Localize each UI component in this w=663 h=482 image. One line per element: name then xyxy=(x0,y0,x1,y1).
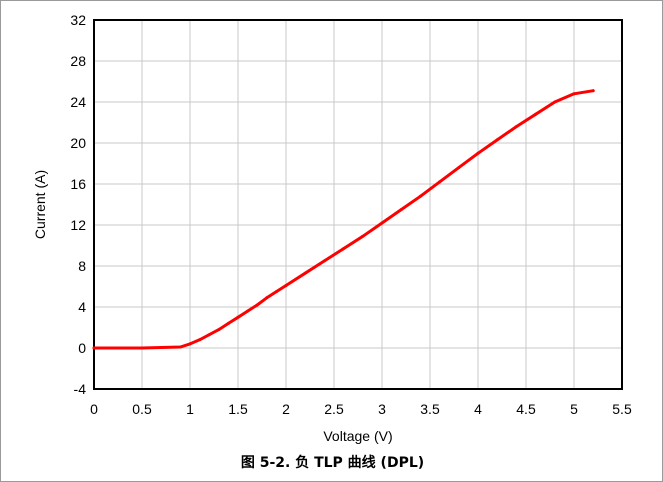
data-point xyxy=(274,290,278,294)
x-tick-label: 4.5 xyxy=(516,401,536,417)
data-point xyxy=(342,247,346,251)
x-tick-label: 0 xyxy=(90,401,98,417)
data-point xyxy=(198,338,202,342)
y-tick-label: 16 xyxy=(70,176,86,192)
y-tick-label: 4 xyxy=(78,299,86,315)
data-point xyxy=(246,309,250,313)
data-point xyxy=(418,194,422,198)
x-tick-label: 0.5 xyxy=(132,401,152,417)
data-point xyxy=(380,221,384,225)
data-point xyxy=(140,346,144,350)
data-point xyxy=(265,296,269,300)
x-tick-label: 2.5 xyxy=(324,401,344,417)
x-tick-label: 1.5 xyxy=(228,401,248,417)
x-tick-label: 2 xyxy=(282,401,290,417)
x-tick-label: 4 xyxy=(474,401,482,417)
y-tick-label: 32 xyxy=(70,12,86,28)
data-point xyxy=(303,271,307,275)
plot-area-border xyxy=(93,19,623,390)
data-point xyxy=(591,89,595,93)
data-point xyxy=(226,321,230,325)
data-point xyxy=(495,138,499,142)
data-point xyxy=(92,346,96,350)
data-point xyxy=(476,151,480,155)
data-point xyxy=(207,333,211,337)
y-tick-label: 12 xyxy=(70,217,86,233)
data-point xyxy=(438,180,442,184)
figure-caption: 图 5-2. 负 TLP 曲线 (DPL) xyxy=(240,455,425,471)
data-point xyxy=(361,234,365,238)
y-tick-label: 0 xyxy=(78,340,86,356)
data-point xyxy=(284,284,288,287)
data-point xyxy=(217,328,221,332)
y-tick-label: 24 xyxy=(70,94,86,110)
grid-lines xyxy=(93,19,623,390)
series-line xyxy=(92,89,595,350)
series-group xyxy=(92,89,595,350)
data-point xyxy=(255,303,259,307)
tlp-chart: 0 0.5 1 1.5 2 2.5 3 3.5 4 4.5 5 5.5 -40481216202428… xyxy=(32,12,632,444)
data-point xyxy=(399,208,403,212)
x-tick-labels: 0 0.5 1 1.5 2 2.5 3 3.5 4 4.5 5 5.5 xyxy=(90,401,632,417)
data-point xyxy=(553,100,557,104)
data-point xyxy=(322,259,326,263)
x-axis-label: Voltage (V) xyxy=(323,428,392,444)
y-axis-label: Current (A) xyxy=(32,170,48,239)
y-tick-label: 8 xyxy=(78,258,86,274)
y-tick-label: 28 xyxy=(70,53,86,69)
data-point xyxy=(178,345,182,349)
data-point xyxy=(188,342,192,346)
data-point xyxy=(514,125,518,129)
x-tick-label: 3.5 xyxy=(420,401,440,417)
data-point xyxy=(572,92,576,96)
data-point xyxy=(457,166,461,170)
x-tick-label: 1 xyxy=(186,401,194,417)
x-tick-label: 5.5 xyxy=(612,401,632,417)
x-tick-label: 3 xyxy=(378,401,386,417)
y-tick-label: 20 xyxy=(70,135,86,151)
x-tick-label: 5 xyxy=(570,401,578,417)
data-point xyxy=(534,112,538,116)
data-point xyxy=(236,315,240,319)
y-tick-labels: -4 0 4 8 12 16 20 24 28 32 xyxy=(70,12,86,397)
y-tick-label: -4 xyxy=(74,381,87,397)
